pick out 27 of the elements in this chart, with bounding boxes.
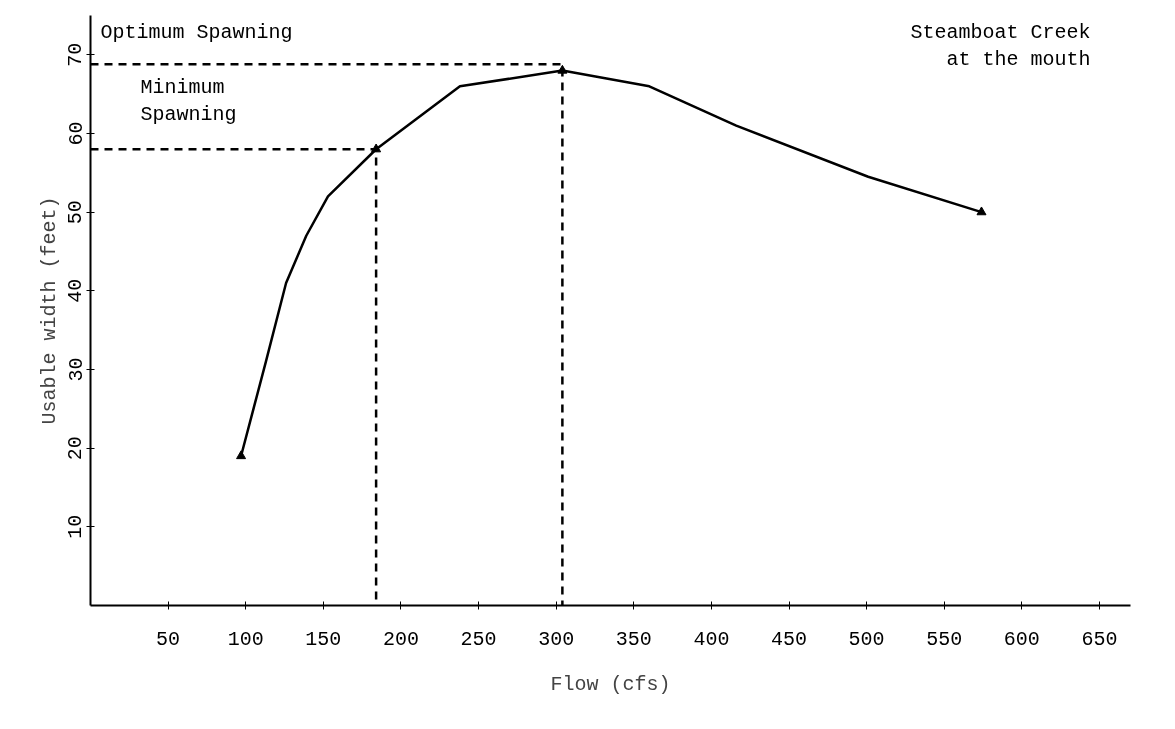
x-tick-label: 50: [156, 627, 181, 651]
annotation: Minimum Spawning: [140, 75, 237, 127]
x-tick-label: 550: [926, 627, 963, 651]
x-tick-label: 650: [1081, 627, 1118, 651]
x-tick-label: 350: [615, 627, 652, 651]
point: [236, 450, 247, 460]
x-tick-label: 300: [538, 627, 575, 651]
point: [976, 206, 987, 216]
x-tick-label: 600: [1003, 627, 1040, 651]
annotation: Optimum Spawning: [100, 20, 293, 44]
x-tick-label: 400: [693, 627, 730, 651]
y-tick-label: 10: [64, 514, 88, 539]
x-tick-label: 500: [848, 627, 885, 651]
x-tick-label: 100: [227, 627, 264, 651]
x-tick-label: 250: [460, 627, 497, 651]
y-tick-label: 40: [64, 278, 88, 303]
x-tick-label: 200: [382, 627, 419, 651]
y-tick-label: 50: [64, 200, 88, 225]
y-tick-label: 20: [64, 436, 88, 461]
x-tick-label: 450: [771, 627, 808, 651]
y-tick-label: 60: [64, 121, 88, 146]
x-axis-title: Flow (cfs): [550, 672, 671, 696]
x-tick-label: 150: [305, 627, 342, 651]
y-tick-label: 30: [64, 357, 88, 382]
y-axis-title: Usable width (feet): [37, 196, 61, 425]
annotation: Steamboat Creek at the mouth: [910, 20, 1091, 72]
y-tick-label: 70: [64, 42, 88, 67]
